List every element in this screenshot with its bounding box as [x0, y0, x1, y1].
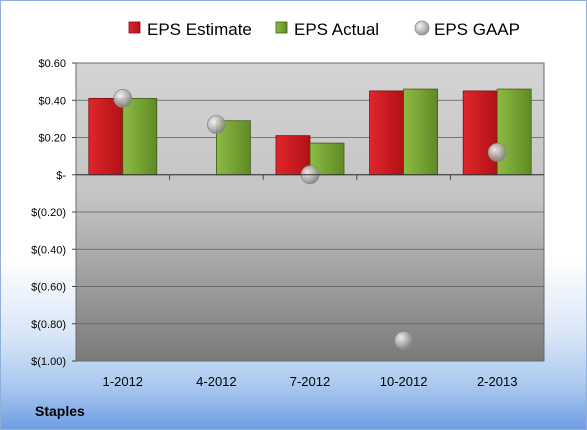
bar-eps-actual-1-2012 — [122, 97, 158, 176]
legend-label-eps-gaap: EPS GAAP — [434, 20, 520, 39]
y-axis: $0.60 $0.40 $0.20 $- $(0.20) $(0.40) $(0.60) $(… — [31, 58, 76, 368]
point-eps-gaap-2-2013 — [487, 142, 507, 162]
bars — [88, 88, 532, 176]
y-tick-label: $(0.40) — [31, 244, 66, 256]
point-eps-gaap-4-2012 — [206, 115, 226, 134]
legend-swatch-eps-gaap — [414, 20, 430, 36]
bar-eps-actual-2-2013 — [496, 88, 532, 176]
company-name: Staples — [35, 403, 85, 419]
y-tick-label: $(0.80) — [31, 319, 66, 331]
bar-eps-actual-10-2012 — [403, 88, 439, 176]
x-axis: 1-2012 4-2012 7-2012 10-2012 2-2013 — [76, 174, 544, 389]
legend-swatch-eps-actual — [275, 21, 288, 34]
x-tick-label: 10-2012 — [380, 374, 428, 389]
legend-label-eps-actual: EPS Actual — [294, 20, 379, 39]
y-tick-label: $0.40 — [38, 95, 66, 107]
bar-eps-estimate-10-2012 — [369, 90, 405, 176]
x-tick-label: 7-2012 — [290, 374, 330, 389]
legend: EPS Estimate EPS Actual EPS GAAP — [128, 20, 520, 39]
y-tick-label: $(1.00) — [31, 356, 66, 368]
y-tick-label: $- — [56, 170, 66, 182]
x-tick-label: 4-2012 — [196, 374, 236, 389]
point-eps-gaap-10-2012 — [394, 331, 414, 350]
x-tick-label: 1-2012 — [103, 374, 143, 389]
legend-swatch-eps-estimate — [128, 21, 141, 34]
y-tick-label: $(0.60) — [31, 282, 66, 294]
bar-eps-estimate-2-2013 — [462, 90, 498, 176]
point-eps-gaap-1-2012 — [113, 88, 133, 108]
y-tick-label: $0.20 — [38, 133, 66, 145]
x-tick-label: 2-2013 — [477, 374, 517, 389]
y-tick-label: $0.60 — [38, 58, 66, 70]
bar-eps-estimate-1-2012 — [88, 97, 124, 176]
legend-label-eps-estimate: EPS Estimate — [147, 20, 252, 39]
y-tick-label: $(0.20) — [31, 207, 66, 219]
